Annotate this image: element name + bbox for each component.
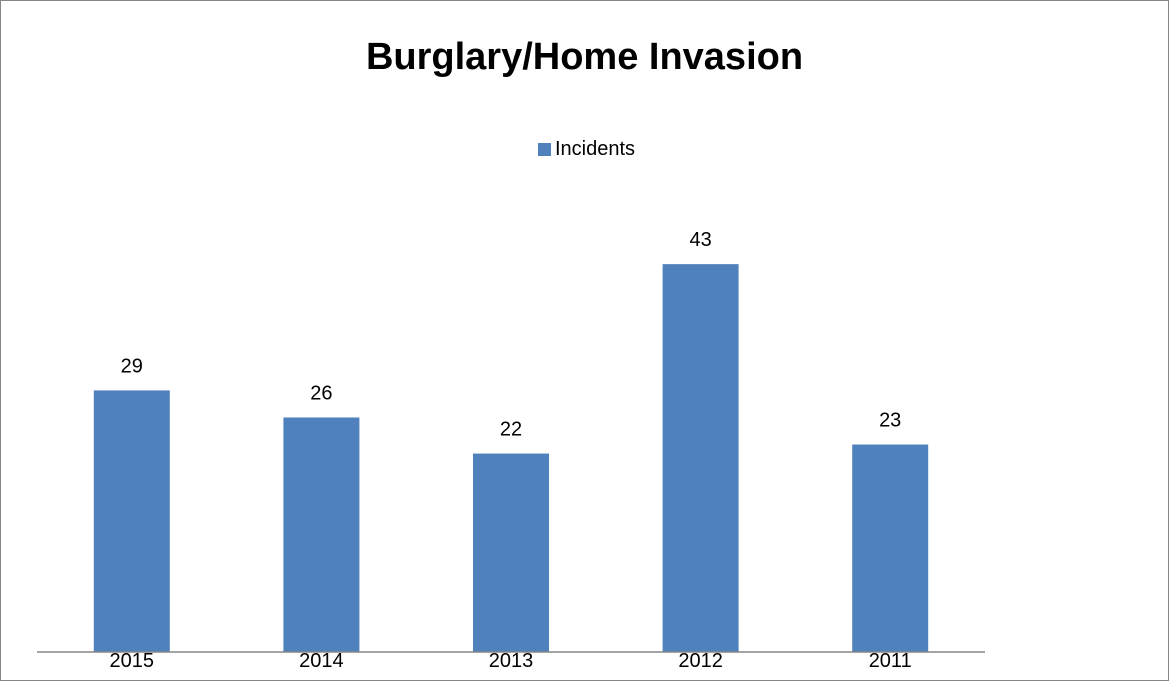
x-tick-label-2012: 2012: [678, 650, 723, 672]
bar-2012: [662, 264, 739, 652]
x-tick-label-2011: 2011: [869, 650, 912, 672]
bar-2015: [93, 390, 170, 652]
labels-layer: 29 26 22 43 23: [121, 229, 902, 440]
chart-title: Burglary/Home Invasion: [365, 36, 804, 78]
data-label-2013: 22: [500, 419, 522, 441]
bar-2013: [473, 453, 549, 652]
legend: Incidents: [538, 138, 635, 161]
legend-swatch: [538, 143, 551, 156]
bars-layer: [93, 264, 929, 652]
x-tick-label-2013: 2013: [489, 650, 534, 672]
data-label-2011: 23: [879, 410, 901, 432]
x-tick-label-2015: 2015: [110, 650, 155, 672]
x-tick-label-2014: 2014: [299, 650, 344, 672]
bar-2014: [283, 417, 360, 652]
data-label-2012: 43: [689, 229, 711, 251]
x-tick-labels: 2015 2014 2013 2012 2011: [110, 650, 912, 672]
data-label-2015: 29: [121, 355, 143, 377]
legend-label: Incidents: [555, 138, 636, 160]
bar-2011: [852, 444, 929, 652]
data-label-2014: 26: [310, 382, 332, 404]
